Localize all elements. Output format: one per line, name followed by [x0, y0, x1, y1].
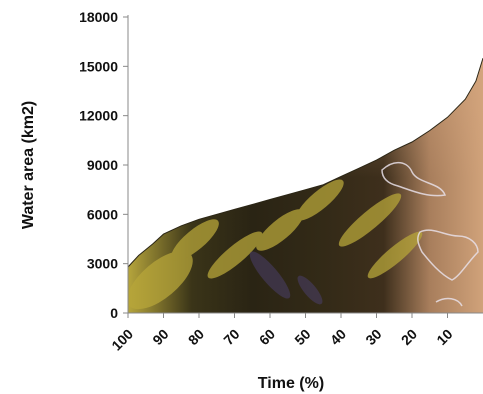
x-tick-label: 10	[433, 326, 455, 348]
x-tick-label: 50	[291, 326, 313, 348]
x-tick-label: 70	[220, 326, 242, 348]
x-tick-label: 20	[398, 326, 420, 348]
y-tick-label: 15000	[79, 58, 118, 74]
y-tick-label: 18000	[79, 9, 118, 25]
x-ticks: 100 90 80 70 60 50 40 30 20 10	[108, 313, 456, 354]
sky-tint	[128, 58, 483, 313]
x-axis-title: Time (%)	[258, 375, 324, 392]
y-tick-label: 0	[110, 305, 118, 321]
x-tick-label: 80	[185, 326, 207, 348]
shoreline-outlines	[381, 161, 479, 307]
y-axis-title: Water area (km2)	[20, 101, 37, 229]
x-tick-label: 100	[108, 326, 136, 354]
area-outline	[127, 57, 483, 268]
plot-area	[127, 57, 483, 313]
x-tick-label: 40	[327, 326, 349, 348]
y-tick-label: 3000	[87, 256, 118, 272]
y-tick-label: 9000	[87, 157, 118, 173]
x-tick-label: 90	[149, 326, 171, 348]
image-fill	[128, 58, 483, 313]
y-tick-label: 6000	[87, 206, 118, 222]
axes: 0 3000 6000 9000 12000 15000 18000 100 90 80 70 60…	[79, 9, 483, 354]
x-tick-label: 30	[362, 326, 384, 348]
y-tick-label: 12000	[79, 108, 118, 124]
x-tick-label: 60	[256, 326, 278, 348]
y-ticks: 0 3000 6000 9000 12000 15000 18000	[79, 9, 128, 321]
